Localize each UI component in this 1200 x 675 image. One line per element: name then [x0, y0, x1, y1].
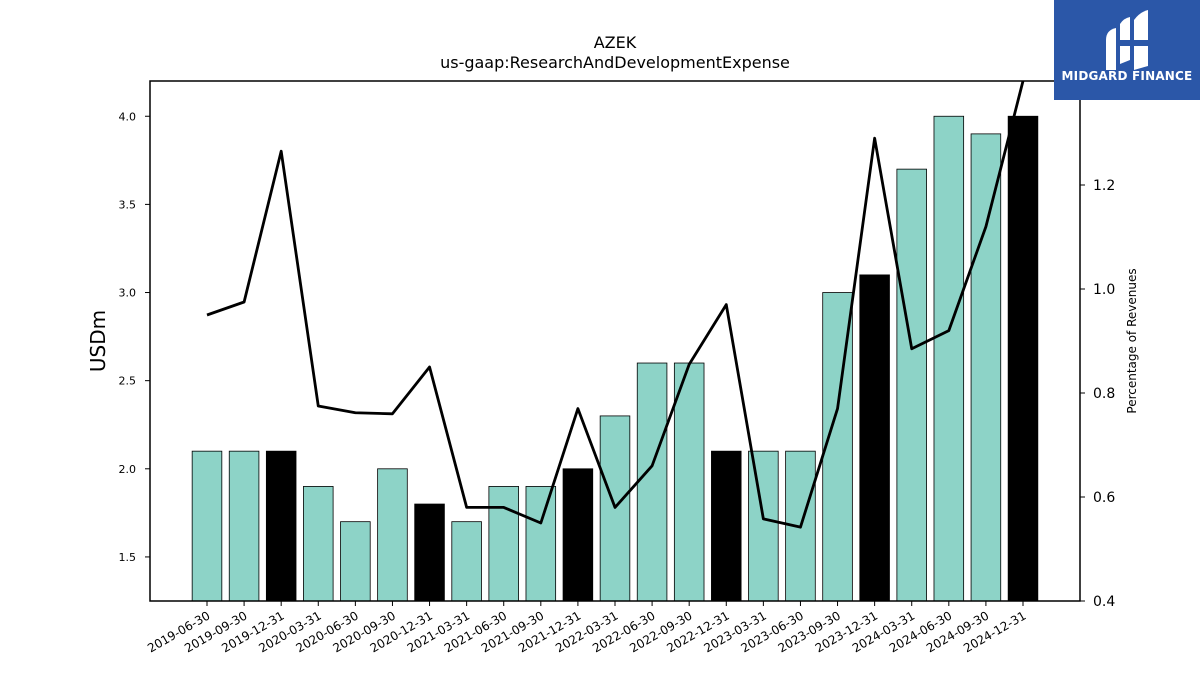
bar-2021-03-31 [451, 521, 482, 602]
y2-tick-label: 0.6 [1093, 490, 1115, 506]
midgard-logo-icon [1106, 10, 1148, 70]
bar-2021-12-31 [562, 468, 594, 602]
x-axis-ticks: 2019-06-302019-09-302019-12-312020-03-31… [145, 601, 1029, 655]
chart-subtitle: us-gaap:ResearchAndDevelopmentExpense [440, 53, 790, 72]
chart-title: AZEK [594, 33, 637, 52]
bar-2019-06-30 [191, 450, 223, 602]
bar-2024-06-30 [933, 115, 965, 602]
bar-2022-06-30 [636, 362, 668, 602]
line-series [206, 80, 1025, 529]
bar-2024-12-31 [1007, 115, 1039, 602]
bar-2023-12-31 [859, 274, 890, 602]
bar-2021-06-30 [488, 486, 519, 602]
bar-2020-09-30 [377, 468, 408, 602]
y-tick-label: 2.5 [119, 375, 137, 388]
bar-2019-09-30 [228, 450, 260, 602]
y-tick-label: 1.5 [119, 551, 137, 564]
bar-2023-03-31 [748, 450, 779, 602]
y-axis-ticks: 1.5 2.0 2.5 3.0 3.5 4.0 [119, 110, 150, 564]
y-tick-label: 3.0 [119, 287, 137, 300]
y2-axis-ticks: 0.40.60.81.01.21.4 [1080, 74, 1115, 610]
bar-2020-12-31 [414, 503, 445, 602]
midgard-finance-logo: MIDGARD FINANCE [1054, 0, 1200, 100]
logo-text: MIDGARD FINANCE [1061, 69, 1193, 83]
bar-2024-03-31 [896, 168, 927, 602]
bar-2020-06-30 [340, 521, 371, 602]
y2-tick-label: 1.0 [1093, 282, 1115, 298]
bar-2019-12-31 [265, 450, 297, 602]
y2-axis-label: Percentage of Revenues [1125, 268, 1139, 413]
y-tick-label: 4.0 [119, 110, 137, 123]
bar-2024-09-30 [970, 133, 1002, 602]
y-tick-label: 3.5 [119, 198, 137, 211]
y-tick-label: 2.0 [119, 463, 137, 476]
y2-tick-label: 1.2 [1093, 178, 1115, 194]
bar-2020-03-31 [303, 486, 334, 602]
bar-series [191, 115, 1039, 602]
bar-2022-12-31 [711, 450, 742, 602]
y2-tick-label: 0.8 [1093, 386, 1115, 402]
y2-tick-label: 0.4 [1093, 594, 1115, 610]
bar-2021-09-30 [525, 486, 557, 602]
y-axis-label: USDm [86, 310, 110, 372]
bar-2022-09-30 [673, 362, 705, 602]
